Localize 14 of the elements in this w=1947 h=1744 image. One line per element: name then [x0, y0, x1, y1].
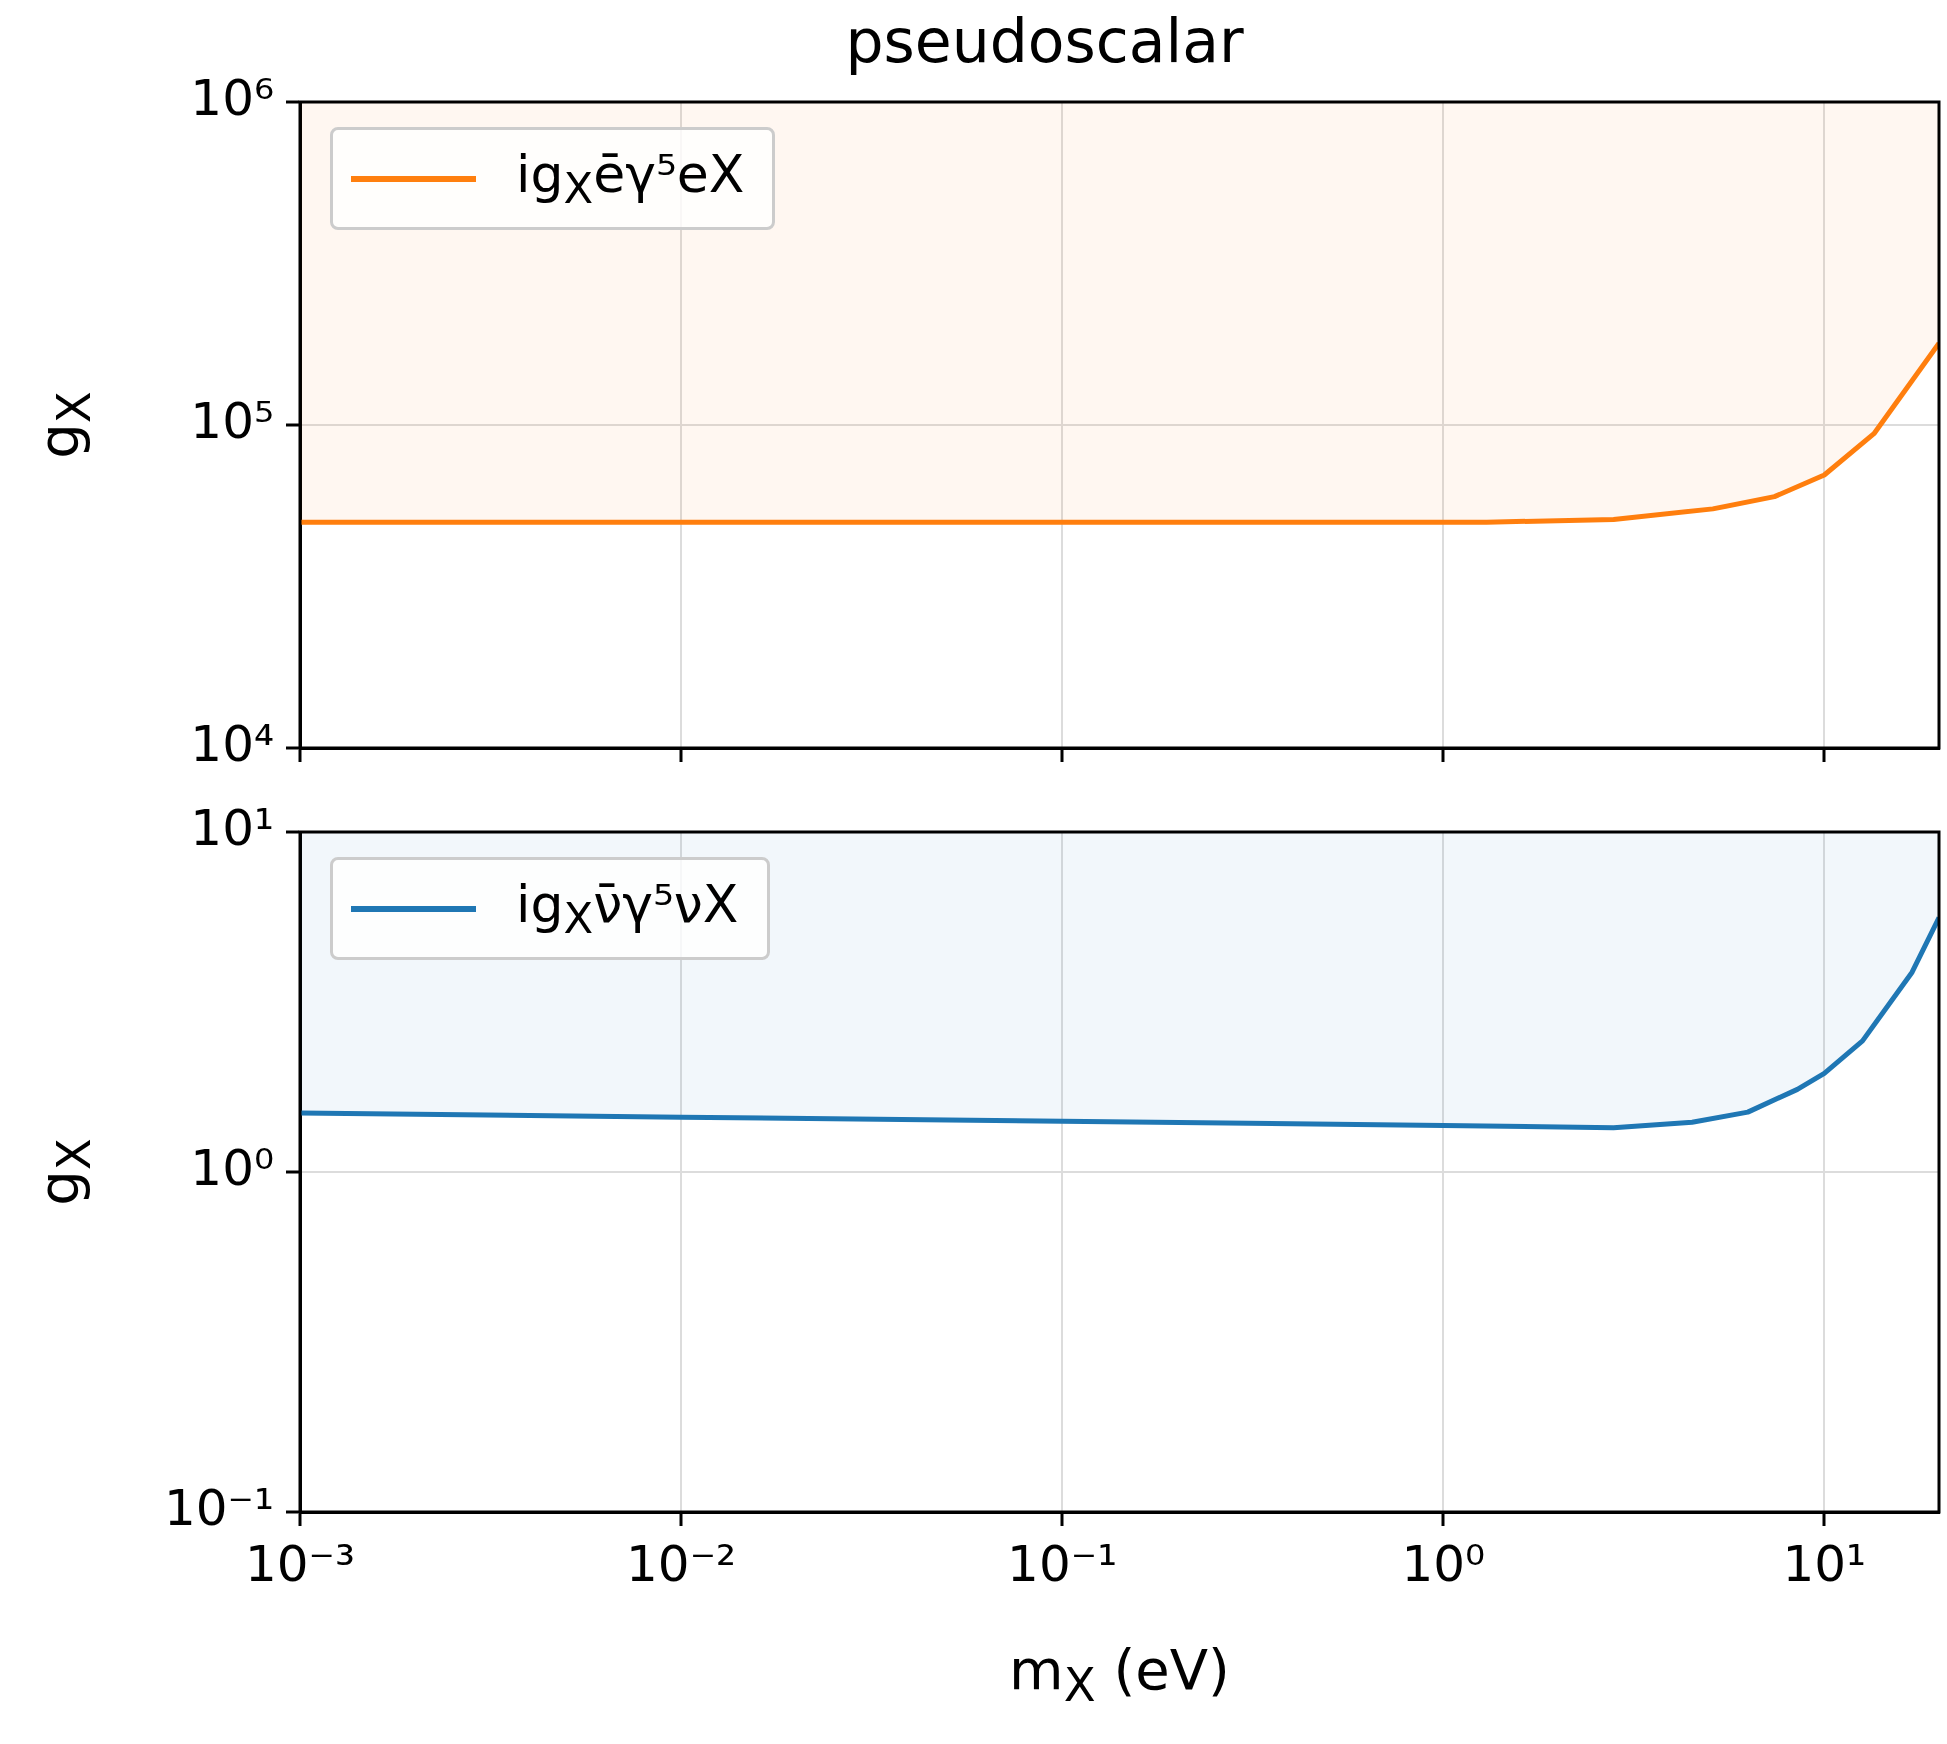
x-axis-title: m$_{X}$ (eV) [1009, 1637, 1230, 1713]
x-tick-label: 10⁻¹ [1007, 1534, 1118, 1593]
x-tick-label: 10⁰ [1401, 1534, 1486, 1593]
y-tick-label: 10⁴ [190, 714, 274, 773]
y-tick-label: 10⁵ [190, 391, 274, 450]
y-tick-label: 10⁶ [190, 68, 274, 127]
y-tick-label: 10⁻¹ [163, 1478, 274, 1537]
x-tick-label: 10⁻² [626, 1534, 737, 1593]
x-tick-label: 10⁻³ [244, 1534, 356, 1593]
x-tick-label: 10¹ [1782, 1534, 1867, 1593]
legend-label: ig$_{X}$ēγ⁵eX [516, 144, 745, 214]
chart-title: pseudoscalar [845, 5, 1244, 76]
y-tick-label: 10¹ [190, 798, 274, 857]
y-tick-label: 10⁰ [190, 1138, 274, 1197]
